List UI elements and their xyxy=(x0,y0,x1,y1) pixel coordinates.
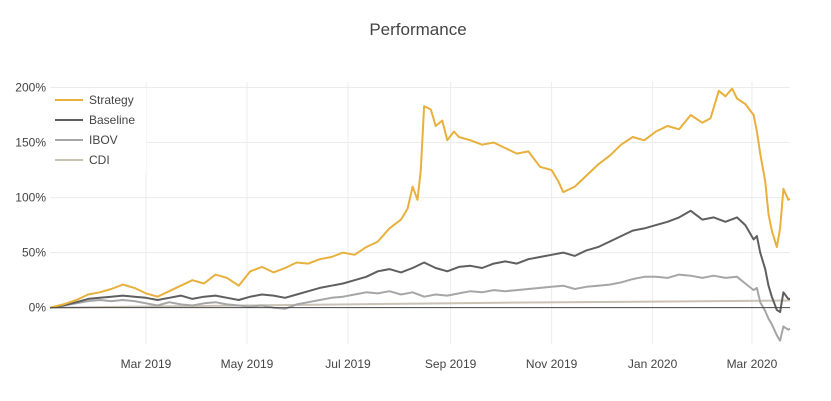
y-tick-label: 200% xyxy=(15,81,46,95)
legend-label-ibov: IBOV xyxy=(89,133,118,147)
legend-label-baseline: Baseline xyxy=(89,113,135,127)
grid-layer xyxy=(50,82,790,344)
series-layer xyxy=(49,87,791,342)
chart-title: Performance xyxy=(369,20,466,39)
y-tick-label: 100% xyxy=(15,191,46,205)
x-tick-label: Jul 2019 xyxy=(325,357,371,371)
x-tick-label: Sep 2019 xyxy=(425,357,477,371)
x-tick-label: Nov 2019 xyxy=(526,357,578,371)
legend: Strategy Baseline IBOV CDI xyxy=(52,89,146,173)
series-line-ibov xyxy=(49,273,791,342)
series-line-cdi xyxy=(49,299,791,309)
series-line-baseline xyxy=(49,209,790,314)
y-tick-label: 50% xyxy=(22,246,46,260)
y-tick-label: 0% xyxy=(29,301,47,315)
x-tick-label: Jan 2020 xyxy=(628,357,678,371)
y-tick-label: 150% xyxy=(15,136,46,150)
legend-label-cdi: CDI xyxy=(89,153,110,167)
x-tick-label: Mar 2019 xyxy=(121,357,172,371)
series-line-strategy xyxy=(49,87,791,309)
x-tick-label: May 2019 xyxy=(221,357,274,371)
legend-label-strategy: Strategy xyxy=(89,93,134,107)
x-tick-label: Mar 2020 xyxy=(727,357,778,371)
axis-layer: 0% 50% 100% 150% 200% Mar 2019 May 2019 Jul 201… xyxy=(15,81,790,371)
